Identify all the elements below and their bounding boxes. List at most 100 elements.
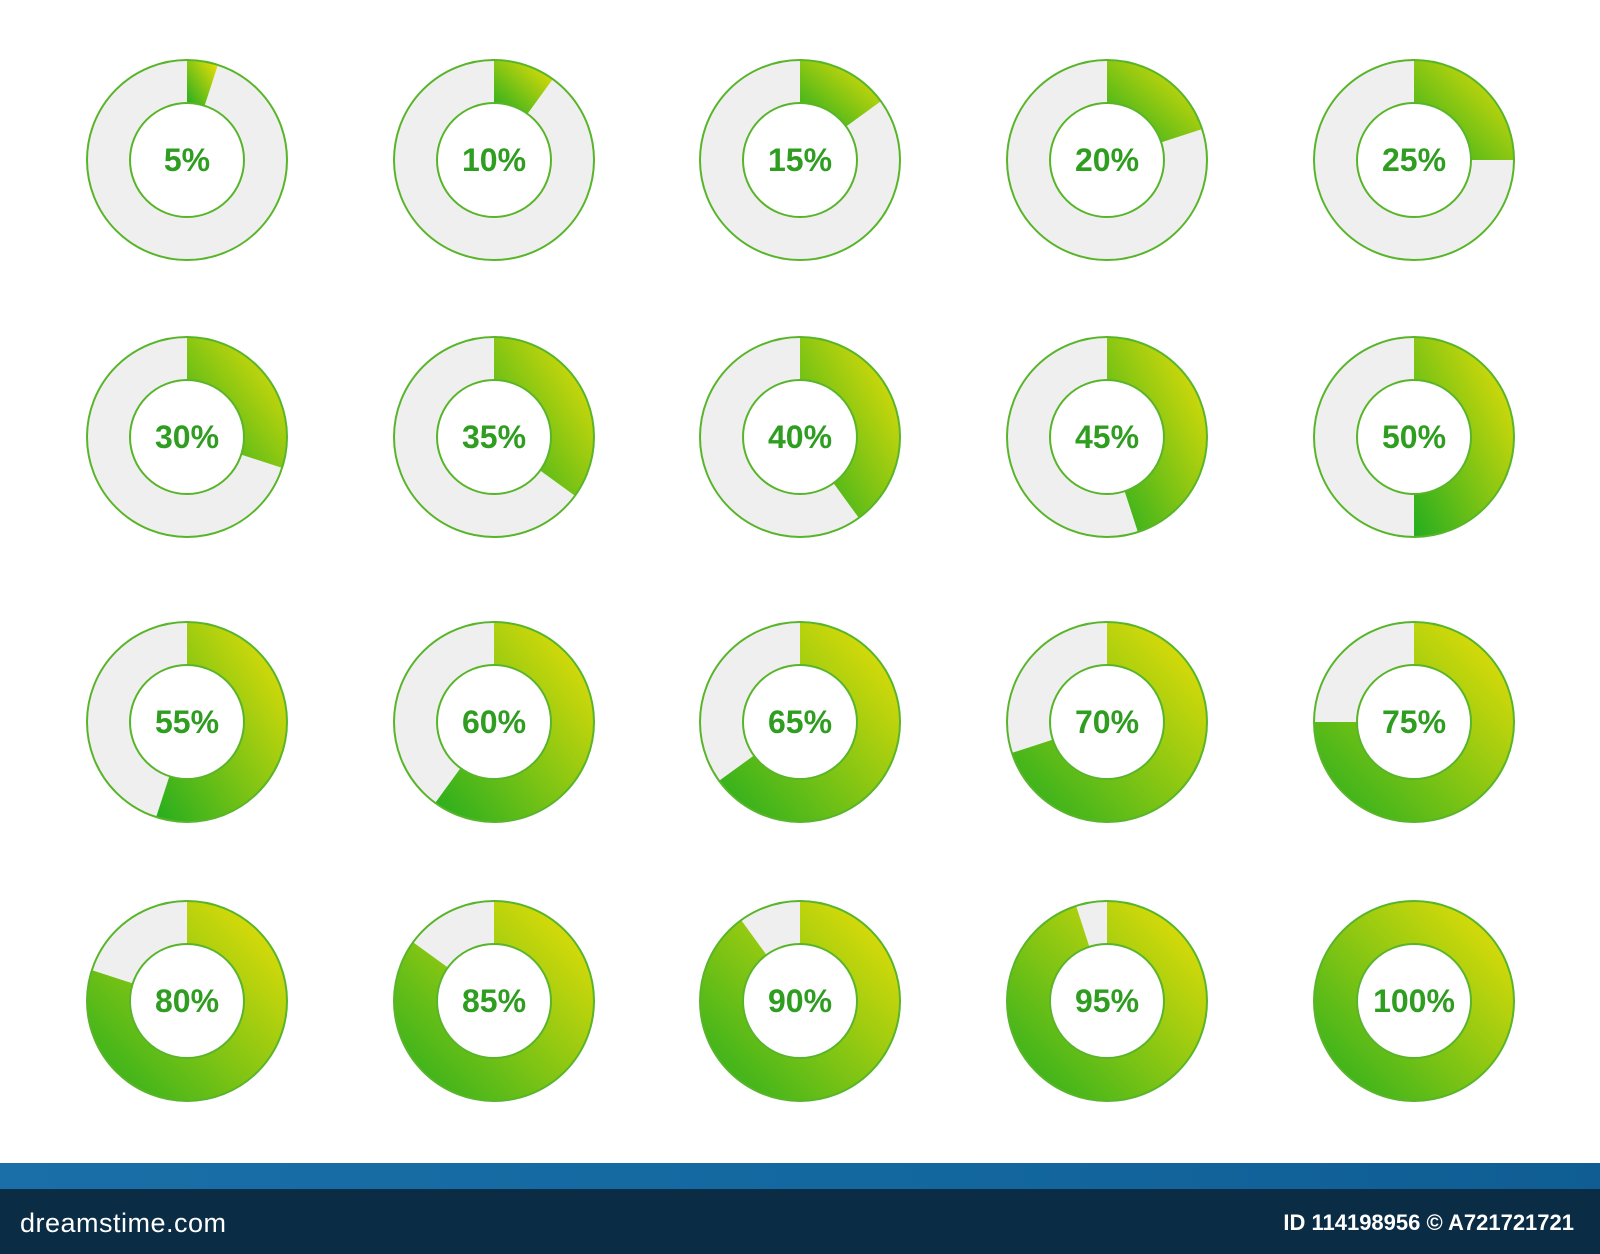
- percent-label: 60%: [462, 704, 526, 740]
- donut-inner-outline: [1049, 664, 1165, 780]
- donut-fill: [494, 60, 553, 114]
- donut-track: [1314, 60, 1514, 260]
- donut-track: [699, 337, 859, 537]
- percent-label: 10%: [462, 142, 526, 178]
- donut-inner-outline: [1356, 102, 1472, 218]
- progress-donut: 50%: [1313, 336, 1515, 538]
- donut-inner-outline: [129, 379, 245, 495]
- donut-outer-outline: [1006, 336, 1208, 538]
- donut-track: [393, 60, 594, 260]
- percent-label: 100%: [1373, 983, 1455, 1019]
- percent-label: 40%: [768, 419, 832, 455]
- donut-outer-outline: [86, 900, 288, 1102]
- donut-inner-outline: [742, 379, 858, 495]
- donut-inner-outline: [436, 102, 552, 218]
- donut-track: [394, 622, 494, 803]
- donut-fill: [494, 337, 594, 496]
- donut-outer-outline: [1313, 336, 1515, 538]
- progress-donut: 85%: [393, 900, 595, 1102]
- donut-track: [1006, 60, 1207, 260]
- donut-fill: [393, 901, 594, 1102]
- percent-label: 5%: [164, 142, 210, 178]
- donut-fill: [1414, 60, 1514, 160]
- donut-inner-outline: [742, 102, 858, 218]
- progress-donut: 10%: [393, 59, 595, 261]
- donut-track: [699, 60, 900, 260]
- donut-outer-outline: [1006, 900, 1208, 1102]
- progress-donut: 90%: [699, 900, 901, 1102]
- donut-inner-outline: [436, 943, 552, 1059]
- progress-donut: 70%: [1006, 621, 1208, 823]
- percent-label: 80%: [155, 983, 219, 1019]
- donut-outer-outline: [86, 59, 288, 261]
- image-id-text: ID 114198956 © A721721721: [1283, 1210, 1574, 1235]
- donut-outer-outline: [699, 336, 901, 538]
- progress-donut: 75%: [1313, 621, 1515, 823]
- progress-donut: 25%: [1313, 59, 1515, 261]
- donut-outer-outline: [86, 336, 288, 538]
- progress-donut: 60%: [393, 621, 595, 823]
- percent-label: 55%: [155, 704, 219, 740]
- donut-fill: [156, 622, 287, 822]
- donut-inner-outline: [742, 664, 858, 780]
- percent-label: 35%: [462, 419, 526, 455]
- donut-fill: [1314, 622, 1514, 822]
- donut-track: [741, 901, 800, 955]
- donut-fill: [435, 622, 594, 822]
- percent-label: 95%: [1075, 983, 1139, 1019]
- donut-outer-outline: [699, 621, 901, 823]
- donut-fill: [1007, 901, 1207, 1101]
- donut-track: [1314, 337, 1414, 537]
- percent-label: 75%: [1382, 704, 1446, 740]
- progress-donut: 65%: [699, 621, 901, 823]
- donut-fill: [87, 901, 287, 1101]
- donut-outer-outline: [1313, 59, 1515, 261]
- percent-label: 30%: [155, 419, 219, 455]
- donut-track: [91, 901, 187, 984]
- donut-fill: [187, 60, 218, 106]
- donut-track: [86, 622, 187, 818]
- donut-fill: [1107, 337, 1207, 533]
- progress-donut: 30%: [86, 336, 288, 538]
- progress-donut: 35%: [393, 336, 595, 538]
- donut-track: [1314, 622, 1414, 722]
- progress-donut: 20%: [1006, 59, 1208, 261]
- progress-donut: 5%: [86, 59, 288, 261]
- percent-label: 45%: [1075, 419, 1139, 455]
- progress-donut: 55%: [86, 621, 288, 823]
- donut-outer-outline: [699, 59, 901, 261]
- donut-outer-outline: [393, 336, 595, 538]
- donut-track: [413, 901, 494, 968]
- donut-outer-outline: [393, 59, 595, 261]
- donut-outer-outline: [1313, 900, 1515, 1102]
- donut-outer-outline: [393, 900, 595, 1102]
- donut-inner-outline: [129, 943, 245, 1059]
- donut-outer-outline: [1006, 621, 1208, 823]
- donut-fill: [800, 337, 900, 518]
- percent-label: 85%: [462, 983, 526, 1019]
- donut-fill: [1414, 337, 1514, 537]
- progress-donut: 100%: [1313, 900, 1515, 1102]
- donut-track: [1076, 901, 1107, 947]
- donut-inner-outline: [129, 102, 245, 218]
- donut-inner-outline: [1049, 943, 1165, 1059]
- donut-track: [700, 621, 800, 781]
- donut-fill: [187, 337, 287, 468]
- donut-inner-outline: [742, 943, 858, 1059]
- progress-donut: 80%: [86, 900, 288, 1102]
- percent-label: 50%: [1382, 419, 1446, 455]
- donut-inner-outline: [1356, 379, 1472, 495]
- progress-donut: 95%: [1006, 900, 1208, 1102]
- donut-fill: [719, 622, 901, 822]
- donut-track: [393, 337, 575, 538]
- donut-track: [1006, 337, 1138, 537]
- donut-outer-outline: [86, 621, 288, 823]
- donut-inner-outline: [436, 379, 552, 495]
- percent-label: 20%: [1075, 142, 1139, 178]
- donut-track: [86, 337, 283, 537]
- donut-inner-outline: [1049, 379, 1165, 495]
- donut-fill: [1011, 621, 1207, 822]
- percent-label: 15%: [768, 142, 832, 178]
- progress-donut: 45%: [1006, 336, 1208, 538]
- donut-inner-outline: [1356, 943, 1472, 1059]
